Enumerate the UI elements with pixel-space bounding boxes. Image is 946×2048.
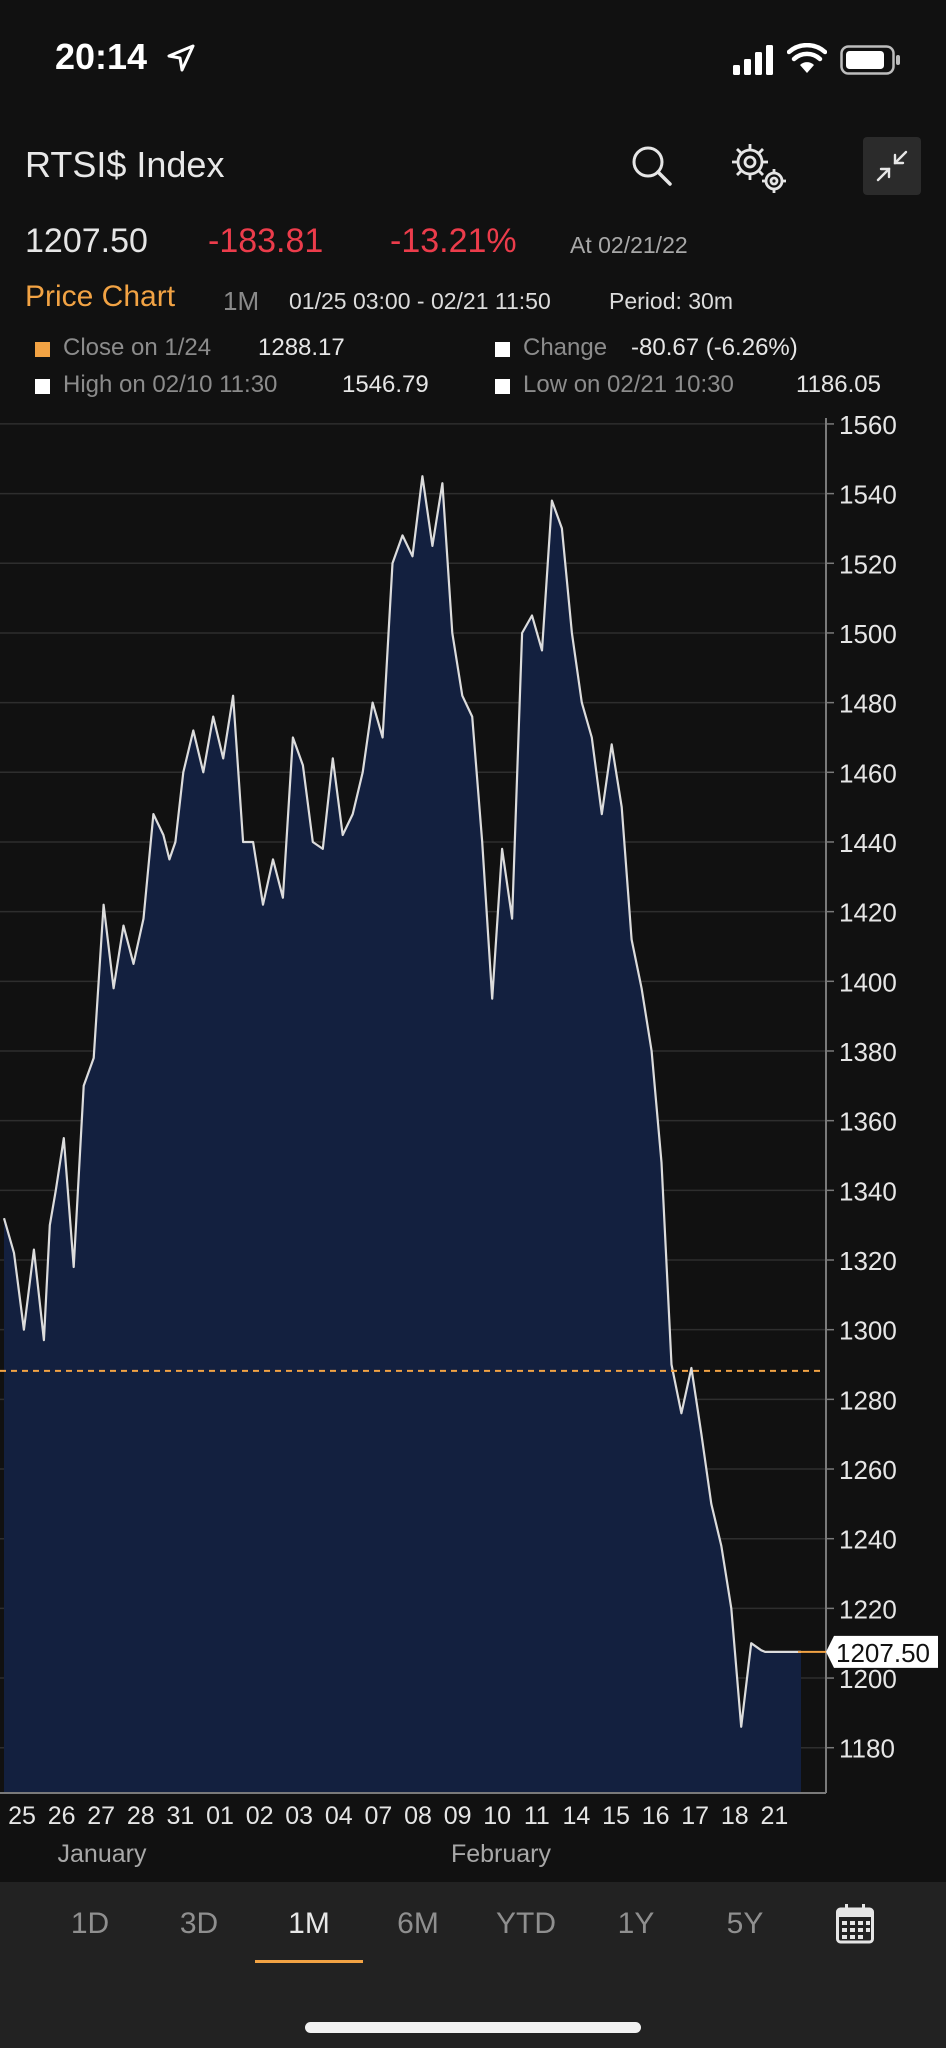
- header: RTSI$ Index: [0, 130, 946, 210]
- x-tick-label: 18: [721, 1802, 749, 1830]
- tab-ytd[interactable]: YTD: [496, 1907, 556, 1940]
- month-label: January: [58, 1840, 147, 1868]
- y-tick-label: 1320: [839, 1246, 897, 1276]
- status-time: 20:14: [55, 36, 148, 77]
- tab-1y[interactable]: 1Y: [617, 1907, 655, 1940]
- collapse-icon: [876, 150, 908, 182]
- active-tab-underline: [255, 1960, 363, 1963]
- x-tick-label: 21: [760, 1802, 788, 1830]
- tab-5y[interactable]: 5Y: [726, 1907, 764, 1940]
- x-tick-label: 02: [246, 1802, 274, 1830]
- x-tick-label: 28: [127, 1802, 155, 1830]
- legend-low-swatch: [495, 379, 510, 394]
- x-tick-label: 16: [642, 1802, 670, 1830]
- y-tick-label: 1500: [839, 619, 897, 649]
- tab-1d[interactable]: 1D: [70, 1907, 110, 1940]
- status-bar: 20:14: [0, 0, 946, 120]
- price-area: [4, 476, 801, 1794]
- x-tick-label: 01: [206, 1802, 234, 1830]
- legend-change-value: -80.67 (-6.26%): [631, 334, 798, 361]
- y-tick-label: 1480: [839, 689, 897, 719]
- y-tick-label: 1540: [839, 480, 897, 510]
- legend-change-swatch: [495, 342, 510, 357]
- chart-legend: Close on 1/24 1288.17 Change -80.67 (-6.…: [0, 334, 946, 408]
- legend-low-value: 1186.05: [796, 371, 881, 398]
- chart-range: 1M: [223, 286, 260, 316]
- y-tick-label: 1360: [839, 1107, 897, 1137]
- chart-info-row: Price Chart 1M 01/25 03:00 - 02/21 11:50…: [0, 278, 946, 322]
- percent-change: -13.21%: [390, 222, 517, 260]
- last-value-label: 1207.50: [836, 1638, 930, 1668]
- legend-close-value: 1288.17: [258, 334, 345, 361]
- x-tick-label: 04: [325, 1802, 353, 1830]
- legend-high-swatch: [35, 379, 50, 394]
- page-title: RTSI$ Index: [25, 144, 225, 185]
- legend-change-label: Change: [523, 334, 608, 361]
- last-value-tag: [826, 1635, 938, 1668]
- settings-gears-icon[interactable]: [728, 140, 790, 196]
- location-arrow-icon: [167, 44, 195, 72]
- y-tick-label: 1180: [839, 1734, 895, 1764]
- month-label: February: [451, 1840, 552, 1868]
- x-tick-label: 27: [87, 1802, 115, 1830]
- as-of-date: At 02/21/22: [570, 232, 688, 258]
- cellular-signal-icon: [733, 45, 773, 75]
- y-tick-label: 1520: [839, 549, 897, 579]
- y-tick-label: 1460: [839, 758, 897, 788]
- y-tick-label: 1440: [839, 828, 897, 858]
- tab-6m[interactable]: 6M: [397, 1907, 439, 1940]
- battery-icon: [840, 45, 900, 75]
- chart-title: Price Chart: [25, 280, 176, 313]
- y-tick-label: 1340: [839, 1176, 897, 1206]
- legend-high-label: High on 02/10 11:30: [63, 371, 278, 398]
- tab-1m[interactable]: 1M: [288, 1907, 330, 1940]
- price-chart[interactable]: 1180 1200 1220 1240 1260 1280 1300 1320 1340 1360…: [0, 410, 946, 1882]
- x-tick-label: 11: [524, 1802, 550, 1830]
- x-tick-label: 26: [48, 1802, 76, 1830]
- wifi-icon: [787, 43, 827, 73]
- quote-row: 1207.50 -183.81 -13.21% At 02/21/22: [0, 220, 946, 270]
- y-tick-label: 1420: [839, 898, 897, 928]
- chart-date-range: 01/25 03:00 - 02/21 11:50: [289, 288, 551, 314]
- last-price: 1207.50: [25, 222, 148, 260]
- search-icon[interactable]: [630, 144, 674, 188]
- y-tick-label: 1560: [839, 410, 897, 440]
- x-tick-label: 09: [444, 1802, 472, 1830]
- legend-low-label: Low on 02/21 10:30: [523, 371, 734, 398]
- collapse-button[interactable]: [863, 137, 921, 195]
- y-tick-label: 1200: [839, 1664, 897, 1694]
- y-tick-label: 1380: [839, 1037, 897, 1067]
- x-tick-label: 08: [404, 1802, 432, 1830]
- range-tab-bar: 1D 3D 1M 6M YTD 1Y 5Y: [0, 1882, 946, 2048]
- y-tick-label: 1220: [839, 1594, 897, 1624]
- y-tick-label: 1240: [839, 1525, 897, 1555]
- x-tick-label: 07: [364, 1802, 392, 1830]
- y-tick-label: 1260: [839, 1455, 897, 1485]
- home-indicator: [305, 2022, 641, 2033]
- y-tick-label: 1300: [839, 1316, 897, 1346]
- calendar-icon[interactable]: [836, 1904, 874, 1944]
- x-tick-label: 03: [285, 1802, 313, 1830]
- x-tick-label: 14: [562, 1802, 590, 1830]
- legend-high-value: 1546.79: [342, 371, 429, 398]
- x-tick-label: 15: [602, 1802, 630, 1830]
- legend-close-swatch: [35, 342, 50, 357]
- net-change: -183.81: [208, 222, 324, 260]
- x-tick-label: 10: [483, 1802, 511, 1830]
- price-line: [2, 475, 801, 1728]
- x-tick-label: 31: [166, 1802, 194, 1830]
- legend-close-label: Close on 1/24: [63, 334, 212, 361]
- y-tick-label: 1400: [839, 967, 897, 997]
- x-tick-label: 17: [681, 1802, 709, 1830]
- tab-3d[interactable]: 3D: [179, 1907, 219, 1940]
- x-tick-label: 25: [8, 1802, 36, 1830]
- y-tick-label: 1280: [839, 1385, 897, 1415]
- chart-period: Period: 30m: [609, 288, 734, 314]
